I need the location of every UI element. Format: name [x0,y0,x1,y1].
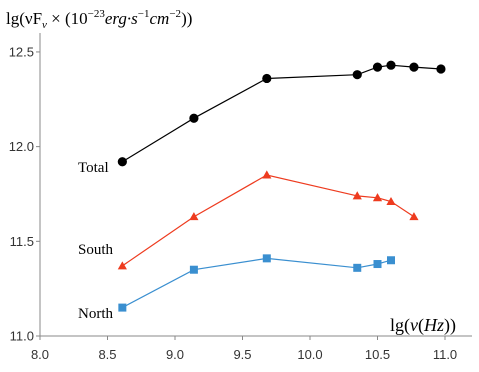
y-tick-label: 11.0 [10,329,34,344]
series-north [118,254,395,312]
y-tick-label: 12.0 [9,139,34,154]
data-point [352,191,362,200]
series-label-total: Total [78,160,109,176]
data-point [117,157,127,167]
series-label-north: North [78,306,113,322]
y-axis-title-suffix: )) [181,9,192,28]
y-axis-title-unit1: erg·s [105,9,138,28]
x-tick-label: 8.5 [98,347,116,362]
data-point [409,62,419,72]
data-point [372,193,383,202]
axes: 11.0 11.5 12.0 12.5 8.0 8.5 9.0 9.5 10.0 10.5 11.0 [9,33,472,362]
data-point [262,254,271,263]
data-point [409,212,419,221]
x-tick-label: 9.5 [233,347,251,362]
data-point [352,70,362,80]
data-point [373,260,382,269]
x-axis-title-prefix: lg( [390,315,410,336]
x-axis-title-unit: Hz [423,315,444,335]
series-total [117,60,446,167]
x-tick-label: 9.0 [166,347,184,362]
x-axis-title: lg(ν(Hz)) [390,315,456,336]
y-axis-title-sup1: −23 [88,8,106,20]
data-point [117,261,127,270]
y-axis-title: lg(νFν × (10−23erg·s−1cm−2)) [6,8,192,31]
data-point [189,113,199,123]
data-point [353,263,362,272]
x-axis-title-nu: ν [410,315,418,335]
series-line [121,174,415,267]
y-axis-title-sup2: −1 [138,8,150,20]
y-tick-label: 11.5 [10,234,34,249]
series-label-south: South [78,242,114,258]
data-point [387,256,395,265]
y-axis-title-unit2: cm [150,9,170,28]
series-line [122,257,392,309]
data-point [372,62,383,72]
data-point [262,170,272,179]
y-tick-label: 12.5 [9,44,34,59]
data-point [189,265,198,274]
y-axis-title-prefix: lg(νF [6,9,42,28]
data-point [189,212,199,221]
x-axis-title-open: ( [418,315,424,336]
x-tick-label: 10.5 [365,347,390,362]
x-tick-label: 11.0 [433,347,457,362]
x-axis-title-suffix: )) [444,315,456,336]
series-south [117,170,419,270]
y-axis-title-mid: × (10 [47,9,88,28]
data-point [386,60,396,70]
data-point [118,303,127,312]
data-point [386,196,396,205]
data-point [436,64,446,74]
series-labels: Total South North [78,160,114,322]
y-axis-title-sup3: −2 [169,8,181,20]
x-tick-label: 10.0 [297,347,322,362]
data-point [262,73,272,84]
y-axis-title-sub: ν [42,19,47,31]
x-tick-label: 8.0 [31,347,49,362]
series-line [121,64,442,163]
series-layer [117,60,446,312]
